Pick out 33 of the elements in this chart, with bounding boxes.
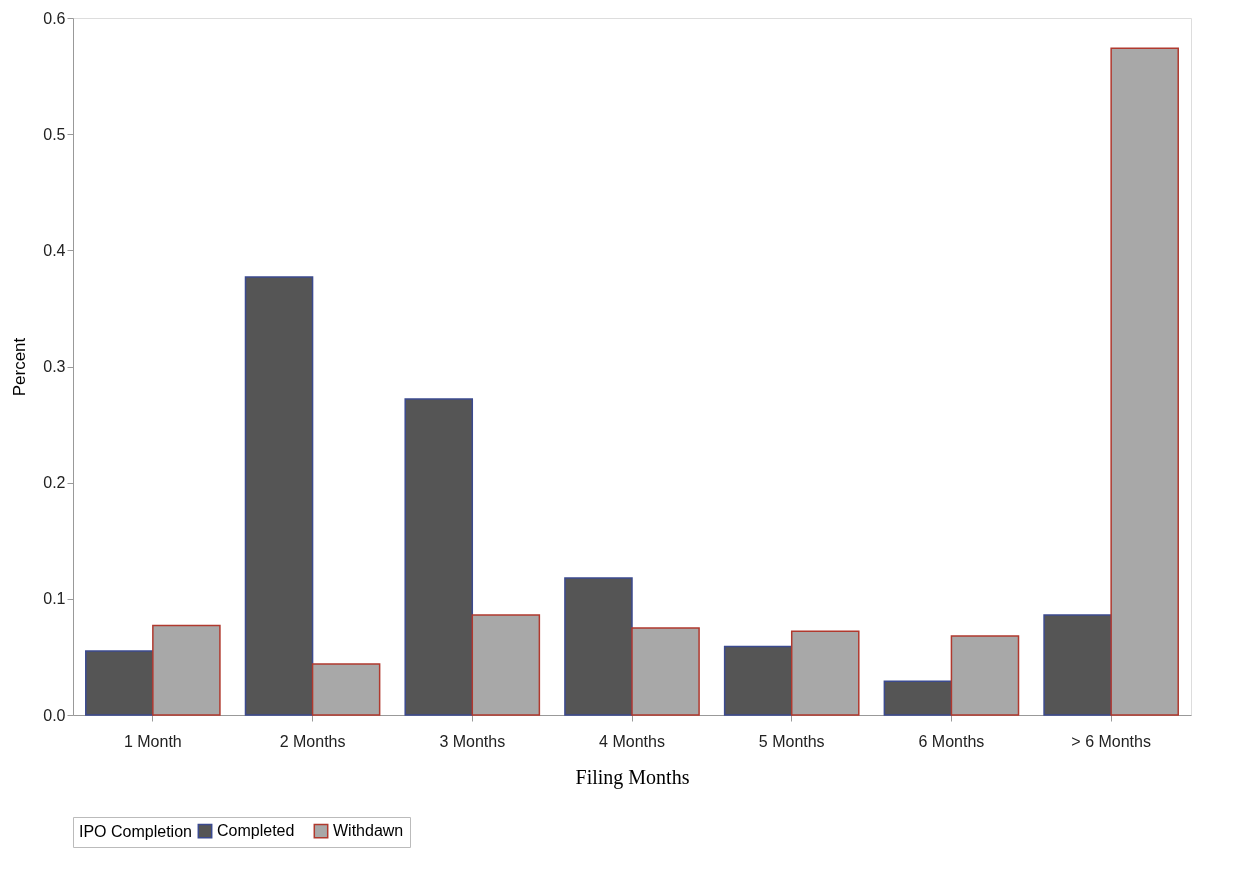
- bar: [1043, 614, 1112, 716]
- bar: [883, 680, 953, 716]
- y-tick-label: 0.5: [43, 125, 66, 143]
- y-tick-label: 0.1: [43, 590, 66, 608]
- x-tick-label: 4 Months: [599, 732, 665, 750]
- legend-label: Completed: [217, 822, 295, 840]
- y-tick-label: 0.2: [43, 474, 66, 492]
- bar: [723, 645, 793, 716]
- x-tick-label: 3 Months: [439, 732, 506, 750]
- x-tick-label: 1 Month: [123, 732, 182, 750]
- y-tick-label: 0.0: [43, 706, 66, 724]
- legend-label: Withdawn: [333, 822, 404, 840]
- x-tick-label: 6 Months: [918, 732, 985, 750]
- bar: [244, 276, 314, 716]
- bar: [790, 630, 860, 716]
- y-axis-title: Percent: [10, 337, 30, 397]
- x-tick-label: 5 Months: [758, 732, 825, 750]
- bar: [950, 635, 1020, 716]
- bar: [1110, 47, 1179, 716]
- bar: [311, 663, 381, 716]
- bar: [564, 577, 633, 716]
- bar: [85, 650, 154, 716]
- y-tick-label: 0.6: [43, 9, 66, 27]
- y-tick-label: 0.4: [43, 241, 66, 259]
- bar: [631, 627, 700, 716]
- x-tick-label: > 6 Months: [1071, 732, 1151, 750]
- legend-title: IPO Completion: [79, 823, 192, 840]
- x-axis-title: Filing Months: [575, 765, 690, 789]
- bar: [404, 398, 474, 716]
- y-tick-label: 0.3: [43, 358, 66, 375]
- bar: [152, 624, 221, 716]
- x-tick-label: 2 Months: [279, 732, 346, 750]
- bar: [471, 614, 541, 716]
